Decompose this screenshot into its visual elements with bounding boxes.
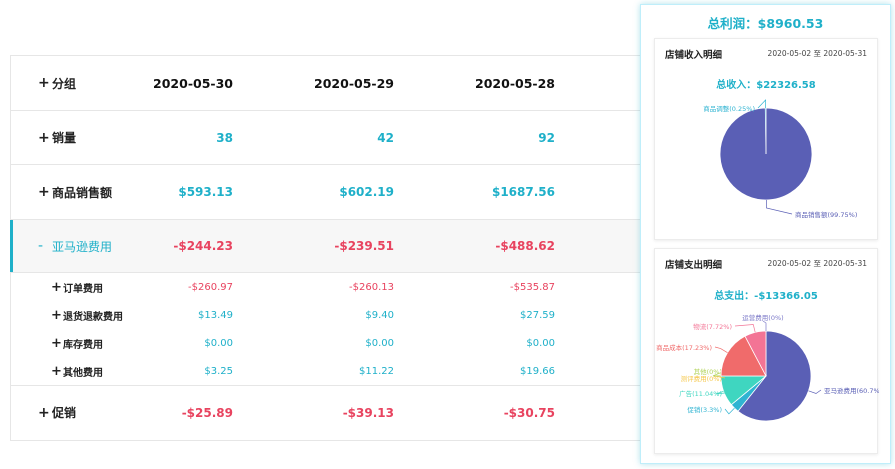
date-column-header: 2020-05-30 [153,75,233,91]
group-header-label: 分组 [52,76,77,91]
table-cell: $3.25 [204,365,233,377]
expense-pie-chart: 亚马逊费用(60.7%) 促销(3.3%) 广告(11.04%) 测评费用(0%)其他… [656,313,879,422]
expense-pie-slice-label: 广告(11.04%) [679,389,722,398]
table-cell: -$535.87 [510,281,555,293]
table-cell: 92 [538,130,555,145]
income-date-range: 2020-05-02 至 2020-05-31 [767,49,867,58]
total-profit: 总利润：$8960.53 [707,16,824,31]
expense-pie-slice[interactable] [737,330,812,422]
expense-pie-label-line [734,324,756,333]
plus-icon[interactable]: + [51,363,62,379]
table-header-row: + 分组 2020-05-30 2020-05-29 2020-05-28 [11,56,656,111]
row-label: 其他费用 [63,367,103,379]
income-pie-slice[interactable] [765,107,767,155]
date-column-header: 2020-05-28 [475,75,555,91]
table-row-amazon-fees: - 亚马逊费用 -$244.23 -$239.51 -$488.62 [10,220,656,273]
expense-pie-slice[interactable] [720,335,767,377]
plus-icon[interactable]: + [38,404,50,421]
plus-icon[interactable]: + [51,335,62,351]
expense-total: 总支出：-$13366.05 [714,291,818,302]
row-toggle-amazon-fees[interactable]: - 亚马逊费用 [38,220,112,272]
row-toggle-promotion[interactable]: + 促销 [38,386,76,439]
table-row-storage-fees: + 库存费用 $0.00 $0.00 $0.00 [11,329,656,357]
row-toggle-product-sales[interactable]: + 商品销售额 [38,165,112,219]
income-total: 总收入：$22326.58 [716,80,816,91]
table-cell: $593.13 [178,185,233,199]
table-cell: 42 [377,130,394,145]
row-toggle-return-refund-fees[interactable]: + 退货退款费用 [51,301,123,329]
table-cell: -$260.13 [349,281,394,293]
expense-pie-slice-label: 测评费用(0%) [681,374,722,383]
row-label: 销量 [52,131,77,145]
expense-pie-slice-label: 商品成本(17.23%) [656,343,712,352]
income-card-title: 店铺收入明细 [665,50,723,61]
table-cell: $0.00 [526,337,555,349]
plus-icon[interactable]: + [38,129,50,146]
table-cell: -$30.75 [503,405,555,420]
table-cell: -$244.23 [173,239,233,253]
plus-icon[interactable]: + [38,184,50,200]
table-cell: 38 [216,130,233,145]
date-column-header: 2020-05-29 [314,75,394,91]
table-cell: -$25.89 [181,405,233,420]
table-cell: $19.66 [520,365,555,377]
profit-summary-panel: 总利润：$8960.53 店铺收入明细 2020-05-02 至 2020-05… [640,4,891,464]
income-pie-slice-label: 商品调整(0.25%) [703,104,755,113]
table-row-sales-volume: + 销量 38 42 92 [11,111,656,165]
expense-pie-label-line [762,320,767,331]
group-header[interactable]: + 分组 [38,56,76,110]
expense-breakdown-card: 店铺支出明细 2020-05-02 至 2020-05-31 总支出：-$133… [654,248,879,454]
income-pie-chart: 商品销售额(99.75%) 商品调整(0.25%) [703,99,857,219]
row-label: 库存费用 [63,339,103,351]
active-row-indicator [10,220,13,272]
income-pie-slice-label: 商品销售额(99.75%) [795,210,857,219]
table-cell: $0.00 [365,337,394,349]
expense-pie-label-line [724,407,735,415]
expense-pie-slice-label: 物流(7.72%) [693,322,732,331]
table-cell: $13.49 [198,309,233,321]
table-cell: $27.59 [520,309,555,321]
table-cell: $11.22 [359,365,394,377]
expense-pie-slice-label: 促销(3.3%) [687,405,722,414]
expense-pie-slice-label: 其他(0%) [694,367,722,376]
income-pie-label-line [766,199,793,215]
table-cell: -$488.62 [495,239,555,253]
plus-icon[interactable]: + [38,75,50,91]
income-breakdown-card: 店铺收入明细 2020-05-02 至 2020-05-31 总收入：$2232… [654,38,878,240]
row-label: 退货退款费用 [63,311,123,323]
row-label: 商品销售额 [52,185,113,200]
table-cell: -$239.51 [334,239,394,253]
table-cell: $602.19 [339,185,394,199]
table-row-order-fees: + 订单费用 -$260.97 -$260.13 -$535.87 [11,273,656,301]
plus-icon[interactable]: + [51,279,62,295]
row-toggle-order-fees[interactable]: + 订单费用 [51,273,103,301]
row-label: 促销 [52,406,77,420]
plus-icon[interactable]: + [51,307,62,323]
table-cell: $1687.56 [491,185,555,199]
table-cell: $0.00 [204,337,233,349]
income-pie-label-line [757,99,766,109]
row-label: 订单费用 [63,283,103,295]
table-row-promotion: + 促销 -$25.89 -$39.13 -$30.75 [11,386,656,439]
expense-card-title: 店铺支出明细 [665,260,723,271]
row-label: 亚马逊费用 [52,239,113,254]
minus-icon[interactable]: - [38,238,44,254]
table-cell: -$39.13 [342,405,394,420]
table-row-return-refund-fees: + 退货退款费用 $13.49 $9.40 $27.59 [11,301,656,329]
table-row-other-fees: + 其他费用 $3.25 $11.22 $19.66 [11,357,656,386]
row-toggle-sales-volume[interactable]: + 销量 [38,111,76,164]
expense-pie-label-line [714,346,728,353]
data-table: + 分组 2020-05-30 2020-05-29 2020-05-28 + … [10,55,656,441]
expense-pie-slice-label: 运营费用(0%) [742,313,783,322]
table-row-product-sales: + 商品销售额 $593.13 $602.19 $1687.56 [11,165,656,220]
table-cell: -$260.97 [188,281,233,293]
expense-pie-label-line [715,390,726,395]
expense-pie-label-line [808,389,822,394]
row-toggle-other-fees[interactable]: + 其他费用 [51,357,103,385]
row-toggle-storage-fees[interactable]: + 库存费用 [51,329,103,357]
table-cell: $9.40 [365,309,394,321]
expense-pie-slice-label: 亚马逊费用(60.7%) [824,386,879,395]
expense-date-range: 2020-05-02 至 2020-05-31 [767,259,867,268]
